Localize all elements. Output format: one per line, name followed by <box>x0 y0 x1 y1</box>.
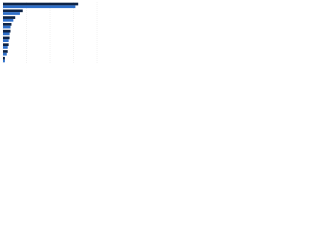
bar <box>3 43 9 47</box>
bar <box>3 2 79 6</box>
bar <box>3 25 11 29</box>
bar <box>3 59 5 63</box>
bar <box>3 16 16 19</box>
bar <box>3 29 11 33</box>
bar <box>3 52 7 56</box>
bar <box>3 9 23 13</box>
bar <box>3 12 20 15</box>
bar <box>3 56 5 60</box>
bar <box>3 5 76 9</box>
bar <box>3 32 10 36</box>
bar <box>3 23 12 26</box>
bar <box>3 46 8 49</box>
bar <box>3 50 8 53</box>
bar <box>3 36 10 40</box>
chart <box>2 2 98 63</box>
bar <box>3 18 14 22</box>
bar <box>3 39 9 42</box>
page: {"chart_data": {"type": "bar", "orientat… <box>0 0 100 71</box>
